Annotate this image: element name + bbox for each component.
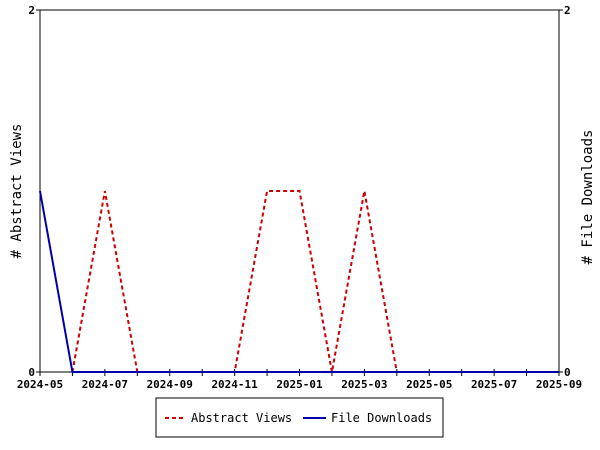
x-tick-label: 2024-11 [211, 378, 258, 391]
y-left-tick-label: 0 [28, 366, 35, 379]
x-axis: 2024-05 2024-07 2024-09 2024-11 2025-01 2025-… [17, 369, 582, 391]
x-tick-label: 2025-01 [276, 378, 323, 391]
legend-label-abstract-views: Abstract Views [191, 411, 292, 425]
series-layer [39, 190, 559, 373]
y-axes: 0 2 0 2 [28, 4, 570, 379]
legend: Abstract Views File Downloads [155, 397, 444, 438]
x-tick-label: 2025-05 [406, 378, 452, 391]
series-line-file-downloads [39, 190, 559, 373]
y-axis-right-title: # File Downloads [580, 130, 596, 265]
x-tick-label: 2025-07 [471, 378, 517, 391]
y-right-tick-label: 2 [564, 4, 571, 17]
legend-label-file-downloads: File Downloads [331, 411, 432, 425]
x-tick-label: 2024-07 [82, 378, 128, 391]
y-right-tick-label: 0 [564, 366, 571, 379]
legend-box [155, 397, 444, 438]
x-tick-label: 2024-05 [17, 378, 63, 391]
x-tick-label: 2025-09 [536, 378, 582, 391]
y-axis-left-title: # Abstract Views [9, 124, 25, 259]
y-left-tick-label: 2 [28, 4, 35, 17]
x-tick-label: 2024-09 [147, 378, 193, 391]
x-tick-label: 2025-03 [341, 378, 387, 391]
